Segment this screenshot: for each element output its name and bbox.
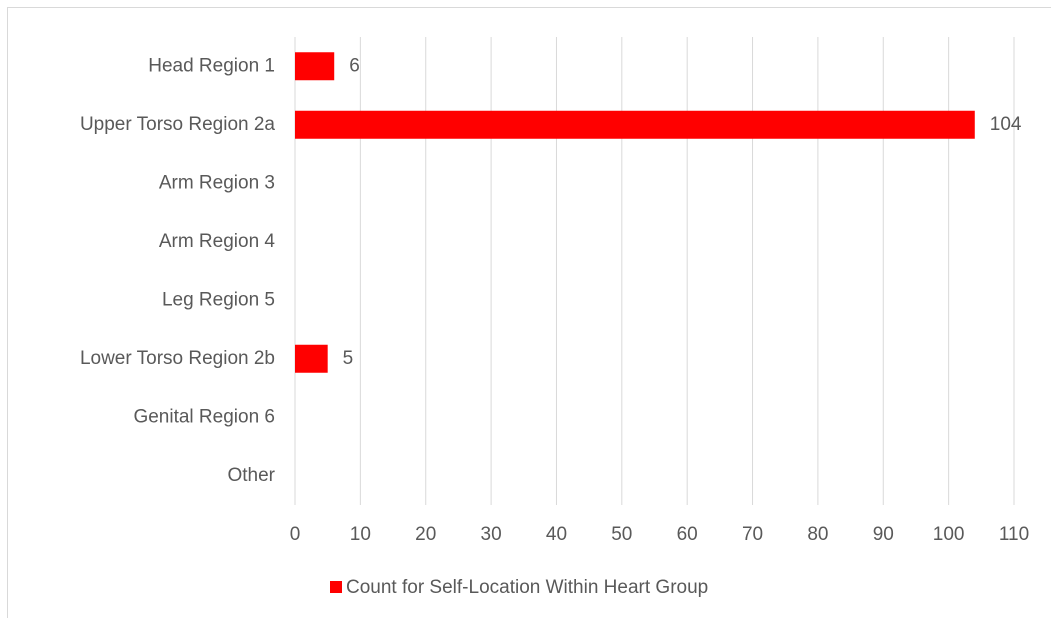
- x-tick-label: 30: [481, 524, 502, 545]
- y-tick-label: Upper Torso Region 2a: [80, 114, 275, 135]
- y-tick-label: Arm Region 3: [159, 172, 275, 193]
- x-tick-label: 10: [350, 524, 371, 545]
- y-tick-label: Lower Torso Region 2b: [80, 348, 275, 369]
- x-tick-label: 60: [677, 524, 698, 545]
- x-tick-label: 0: [290, 524, 301, 545]
- y-tick-label: Arm Region 4: [159, 231, 276, 252]
- x-tick-label: 70: [742, 524, 763, 545]
- x-tick-label: 90: [873, 524, 894, 545]
- x-tick-label: 100: [933, 524, 965, 545]
- bar: [295, 344, 328, 373]
- y-tick-label: Other: [227, 465, 275, 486]
- y-tick-label: Leg Region 5: [162, 289, 275, 310]
- x-tick-label: 20: [415, 524, 436, 545]
- data-label: 6: [349, 55, 360, 76]
- chart-border: [7, 7, 1051, 618]
- data-label: 104: [990, 114, 1022, 135]
- bar: [295, 52, 335, 81]
- x-tick-label: 50: [611, 524, 632, 545]
- legend-label: Count for Self-Location Within Heart Gro…: [346, 577, 708, 598]
- y-tick-label: Genital Region 6: [133, 406, 275, 427]
- x-tick-label: 40: [546, 524, 567, 545]
- x-tick-label: 80: [807, 524, 828, 545]
- x-tick-label: 110: [999, 524, 1029, 545]
- bar: [295, 110, 975, 139]
- y-tick-label: Head Region 1: [148, 55, 275, 76]
- legend-swatch: [330, 581, 342, 593]
- data-label: 5: [343, 348, 354, 369]
